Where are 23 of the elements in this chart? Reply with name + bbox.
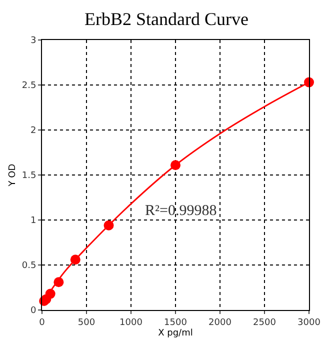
point	[104, 220, 114, 230]
y-axis-title: Y OD	[8, 164, 18, 188]
annotation: R²=0.99988	[145, 203, 217, 219]
x-tick-label: 3000	[298, 318, 321, 328]
y-tick-label: 2	[30, 126, 36, 136]
x-tick-label: 1500	[164, 318, 188, 328]
chart-title: ErbB2 Standard Curve	[84, 8, 248, 29]
y-tick-label: 1	[30, 216, 36, 226]
x-axis-title: X pg/ml	[158, 328, 193, 339]
x-tick-label: 0	[39, 318, 46, 328]
y-tick-label: 0	[30, 306, 36, 316]
point	[45, 288, 56, 299]
y-tick-label: 0.5	[22, 261, 36, 272]
y-tick-label: 2.5	[22, 81, 36, 92]
x-tick-label: 2000	[208, 318, 232, 328]
y-tick-label: 1.5	[22, 171, 36, 182]
x-tick-label: 1000	[120, 318, 143, 328]
point	[54, 277, 64, 288]
point	[70, 254, 80, 265]
point	[170, 160, 180, 170]
x-tick-label: 500	[78, 318, 96, 328]
y-tick-label: 3	[30, 36, 36, 46]
x-tick-label: 2500	[253, 318, 276, 328]
